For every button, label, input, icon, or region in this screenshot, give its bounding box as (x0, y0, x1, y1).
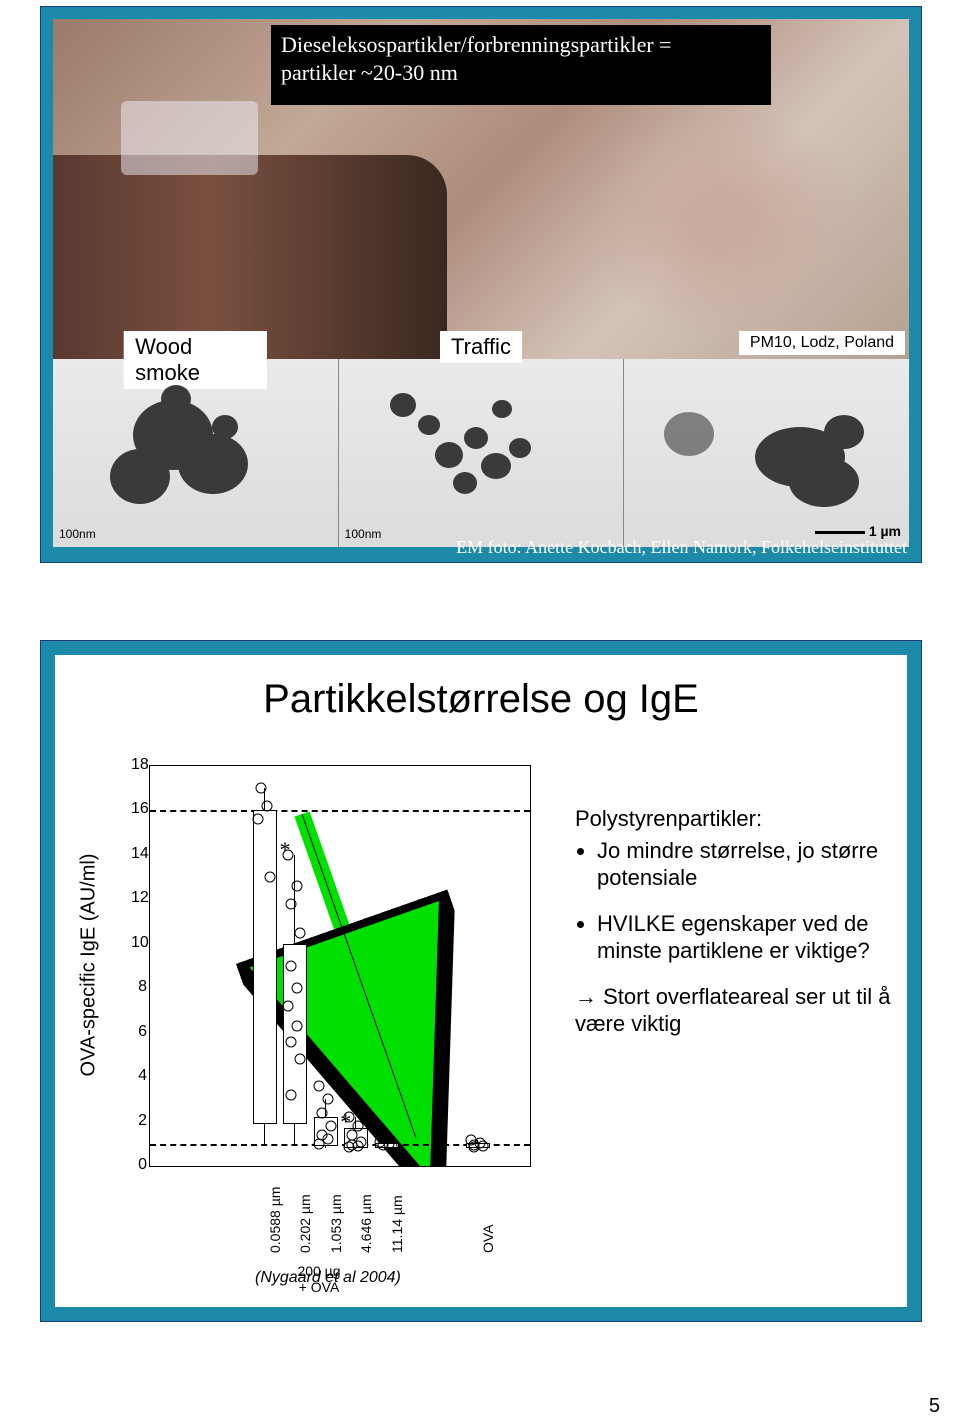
data-point (283, 849, 294, 860)
x-tick-label: 11.14 µm (389, 1195, 405, 1253)
data-point (313, 1081, 324, 1092)
x-tick-label: OVA (480, 1224, 496, 1253)
page-number: 5 (929, 1395, 940, 1418)
data-point (292, 983, 303, 994)
data-point (292, 1021, 303, 1032)
bullet-1: Jo mindre størrelse, jo større potensial… (597, 837, 895, 892)
x-tick-label: 0.0588 µm (267, 1187, 283, 1253)
y-axis-label: OVA-specific IgE (AU/ml) (78, 854, 101, 1077)
em-image-strip: Wood smoke 100nm Traffic 100nm (53, 359, 909, 547)
title-line1: Dieseleksospartikler/forbrenningspartikl… (281, 31, 761, 59)
slide-1: Dieseleksospartikler/forbrenningspartikl… (40, 6, 922, 563)
data-point (253, 814, 264, 825)
page: Dieseleksospartikler/forbrenningspartikl… (0, 0, 960, 1424)
significance-star: * (310, 931, 321, 957)
y-tick: 18 (131, 756, 147, 774)
data-point (292, 881, 303, 892)
em-label: PM10, Lodz, Poland (739, 331, 905, 355)
y-tick: 10 (131, 934, 147, 952)
data-point (344, 1112, 355, 1123)
em-scale: 100nm (345, 527, 382, 541)
chart-plot-area: **** (149, 765, 531, 1167)
data-point (344, 1142, 355, 1153)
y-tick: 8 (131, 978, 147, 996)
bullet-2: HVILKE egenskaper ved de minste partikle… (597, 910, 895, 965)
em-panel-woodsmoke: Wood smoke 100nm (53, 359, 339, 547)
em-scale: 100nm (59, 527, 96, 541)
y-tick: 6 (131, 1023, 147, 1041)
y-tick: 14 (131, 845, 147, 863)
em-panel-pm10: PM10, Lodz, Poland 1 µm (624, 359, 909, 547)
y-tick: 2 (131, 1112, 147, 1130)
bullets-lead: Polystyrenpartikler: (575, 805, 895, 833)
car-silhouette (53, 155, 447, 359)
data-point (313, 1138, 324, 1149)
data-point (286, 1089, 297, 1100)
trend-arrow (150, 766, 530, 1166)
slide2-inner: Partikkelstørrelse og IgE OVA-specific I… (55, 655, 907, 1307)
reference-line (150, 810, 530, 812)
data-point (286, 898, 297, 909)
em-label: Wood smoke (124, 331, 266, 389)
data-point (295, 927, 306, 938)
data-point (295, 1054, 306, 1065)
x-tick-label: 4.646 µm (358, 1194, 374, 1253)
figure-blur (584, 101, 858, 339)
data-point (316, 1107, 327, 1118)
em-credit: EM foto: Anette Kocbach, Ellen Namork, F… (456, 537, 907, 558)
data-point (325, 1121, 336, 1132)
bullet-text: Polystyrenpartikler: Jo mindre størrelse… (575, 805, 895, 1038)
y-tick: 16 (131, 800, 147, 818)
bullet-arrow-line: → Stort overflateareal ser ut til å være… (575, 983, 895, 1038)
y-tick: 12 (131, 889, 147, 907)
data-point (262, 801, 273, 812)
x-axis-labels: 0.0588 µm 0.202 µm 1.053 µm 4.646 µm 11.14 µ… (149, 1173, 529, 1263)
data-point (468, 1142, 479, 1153)
title-line2: partikler ~20-30 nm (281, 59, 761, 87)
y-tick: 0 (131, 1156, 147, 1174)
data-point (256, 783, 267, 794)
em-label: Traffic (440, 331, 522, 363)
box (253, 810, 277, 1123)
car-window (121, 101, 258, 176)
x-tick-label: 1.053 µm (328, 1194, 344, 1253)
data-point (286, 961, 297, 972)
em-panel-traffic: Traffic 100nm (339, 359, 625, 547)
slide-2: Partikkelstørrelse og IgE OVA-specific I… (40, 640, 922, 1322)
right-arrow-icon: → (575, 984, 603, 1009)
y-tick: 4 (131, 1067, 147, 1085)
citation: (Nygaard et al 2004) (255, 1269, 401, 1287)
data-point (286, 1036, 297, 1047)
slide2-title: Partikkelstørrelse og IgE (55, 677, 907, 722)
data-point (265, 872, 276, 883)
ige-chart: OVA-specific IgE (AU/ml) 024681012141618… (91, 765, 551, 1275)
x-tick-label: 0.202 µm (297, 1194, 313, 1253)
slide1-title: Dieseleksospartikler/forbrenningspartikl… (271, 25, 771, 105)
data-point (386, 1141, 397, 1152)
data-point (322, 1094, 333, 1105)
data-point (283, 1001, 294, 1012)
